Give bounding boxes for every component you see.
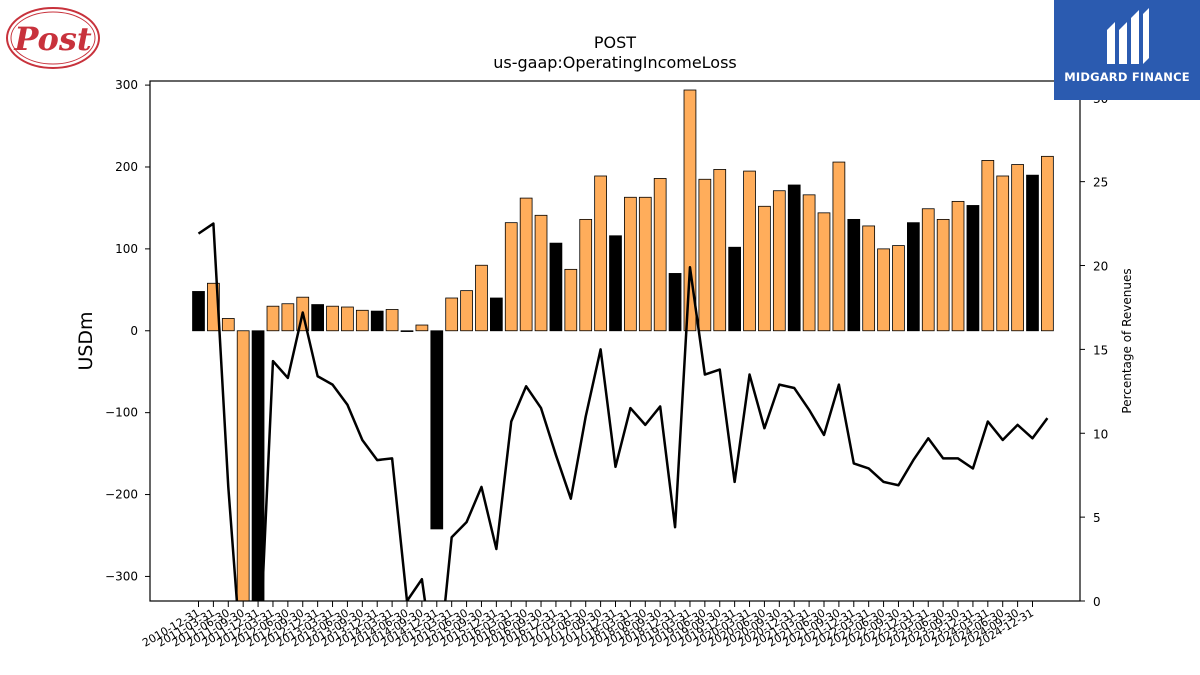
bar [355, 309, 369, 332]
bar [1011, 164, 1024, 332]
bar [430, 330, 444, 530]
bar [415, 324, 429, 332]
bar [311, 304, 325, 332]
y-tick-label: −300 [105, 569, 138, 583]
y-axis-label: USDm [75, 311, 97, 370]
bar [936, 218, 950, 332]
bar [445, 297, 459, 332]
bar [385, 309, 399, 332]
y2-axis-label: Percentage of Revenues [1120, 268, 1134, 413]
bar [668, 273, 682, 332]
y-tick-label: 200 [115, 160, 138, 174]
bar [951, 200, 965, 332]
post-logo-text: Post [13, 20, 92, 58]
y-tick-label: 0 [130, 324, 138, 338]
bar [370, 310, 384, 332]
bar [609, 235, 622, 332]
bar [862, 225, 876, 332]
bar [892, 245, 905, 332]
y2-tick-label: 10 [1093, 427, 1108, 441]
bar [489, 297, 503, 332]
y2-tick-label: 5 [1093, 511, 1101, 525]
bar [758, 205, 771, 332]
bar [996, 175, 1010, 332]
bar [832, 161, 846, 332]
chart-title: POST [594, 33, 636, 52]
bar [847, 218, 861, 332]
bar [236, 330, 250, 602]
brand-logo: MIDGARD FINANCE [1054, 0, 1200, 100]
post-logo: Post [6, 7, 100, 69]
plot-frame [149, 80, 1081, 602]
y-tick-label: 300 [115, 78, 138, 92]
x-axis: 2010-12-312011-03-312011-06-302011-09-30… [140, 601, 1036, 650]
bar [698, 178, 712, 332]
bar [504, 222, 518, 332]
bar [460, 290, 473, 332]
bar [326, 305, 339, 332]
bar [475, 264, 488, 332]
bar [877, 248, 890, 332]
y-axis-right: 051015202530 [1080, 92, 1108, 609]
bar [981, 160, 995, 332]
bar [713, 169, 727, 332]
bar [549, 242, 563, 332]
bar [772, 190, 786, 332]
bar [341, 306, 354, 332]
y2-tick-label: 20 [1093, 260, 1108, 274]
percentage-line [197, 222, 1049, 601]
brand-mark-icon [1107, 8, 1149, 64]
bar [281, 303, 295, 332]
bar [579, 218, 593, 332]
line-series [197, 222, 1049, 601]
bar [1041, 155, 1054, 332]
y-tick-label: 100 [115, 242, 138, 256]
bar [251, 330, 265, 602]
bar [534, 214, 548, 332]
brand-name: MIDGARD FINANCE [1064, 70, 1190, 84]
bar [787, 184, 801, 332]
bar [921, 208, 935, 332]
bar [653, 178, 667, 332]
bar [907, 222, 920, 332]
bar [743, 170, 756, 332]
bar [519, 197, 533, 332]
bar [400, 330, 414, 332]
chart-subtitle: us-gaap:OperatingIncomeLoss [493, 53, 737, 72]
y-axis-left: −300 −200 −100 0 100 200 300 [105, 78, 150, 583]
y-tick-label: −200 [105, 488, 138, 502]
y2-tick-label: 0 [1093, 595, 1101, 609]
bar [966, 205, 980, 332]
bar [817, 212, 831, 332]
y-tick-label: −100 [105, 406, 138, 420]
bar [638, 196, 652, 332]
bar [802, 194, 816, 332]
bar [728, 246, 742, 332]
bar-series [192, 89, 1054, 602]
bar [564, 268, 578, 332]
bar [192, 291, 205, 332]
y2-tick-label: 25 [1093, 176, 1108, 190]
bar [624, 196, 637, 332]
y2-tick-label: 15 [1093, 343, 1108, 357]
bar [266, 305, 280, 332]
bar [594, 175, 607, 332]
bar [683, 89, 697, 332]
bar [221, 318, 235, 332]
bar [1026, 174, 1039, 332]
